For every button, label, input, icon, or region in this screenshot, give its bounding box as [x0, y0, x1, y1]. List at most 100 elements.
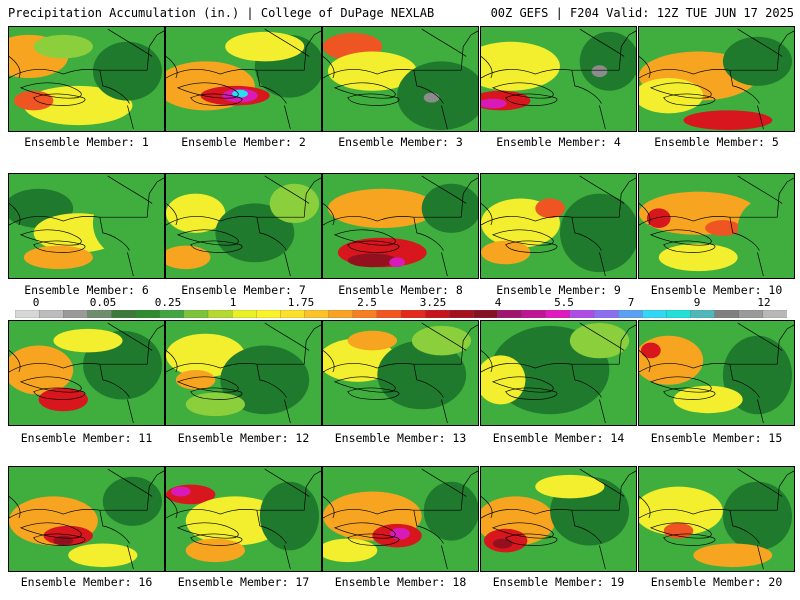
colorbar-swatch	[449, 310, 475, 318]
precip-area	[722, 36, 793, 86]
boundary-line	[284, 399, 291, 424]
boundary-line	[146, 30, 164, 71]
colorbar-swatch	[545, 310, 571, 318]
boundary-line	[618, 30, 636, 71]
boundary-line	[190, 387, 243, 400]
boundary-line	[460, 470, 478, 511]
colorbar-swatch	[38, 310, 64, 318]
boundary-line	[413, 70, 444, 104]
boundary-line	[127, 399, 134, 424]
ensemble-member-map	[8, 466, 165, 572]
colorbar-swatch	[473, 310, 499, 318]
precip-area	[185, 392, 245, 417]
boundary-line	[413, 217, 444, 251]
ensemble-member-caption: Ensemble Member: 1	[24, 135, 149, 149]
boundary-line	[776, 177, 794, 218]
precip-field	[639, 174, 794, 278]
precip-area	[639, 486, 723, 536]
colorbar-swatch	[352, 310, 378, 318]
precip-area	[215, 203, 295, 263]
boundary-line	[413, 364, 444, 398]
boundary-line	[481, 350, 493, 373]
boundary-line	[176, 82, 239, 99]
colorbar-tick-label: 1.75	[287, 296, 315, 309]
boundary-line	[166, 363, 305, 373]
precip-area	[559, 193, 636, 273]
boundary-line	[323, 350, 335, 373]
boundary-line	[323, 69, 462, 79]
ensemble-member-map	[322, 26, 479, 132]
boundary-line	[107, 28, 153, 57]
colorbar-tick-label: 0.25	[154, 296, 182, 309]
colorbar-swatch	[280, 310, 306, 318]
precip-area	[390, 527, 410, 540]
boundary-line	[481, 496, 493, 519]
ensemble-member-map	[480, 320, 637, 426]
ensemble-member-caption: Ensemble Member: 19	[492, 575, 625, 589]
ensemble-member-caption: Ensemble Member: 3	[338, 135, 463, 149]
ensemble-member-map	[165, 173, 322, 279]
boundary-line	[323, 496, 335, 519]
boundary-line	[166, 69, 305, 79]
precip-field	[166, 27, 321, 131]
boundary-line	[639, 363, 778, 373]
colorbar-swatch	[87, 310, 113, 318]
boundary-line	[33, 93, 86, 106]
boundary-line	[481, 69, 620, 79]
boundary-line	[333, 522, 396, 539]
precip-area	[170, 486, 191, 497]
boundary-line	[618, 470, 636, 511]
ensemble-member-caption: Ensemble Member: 14	[492, 431, 625, 445]
boundary-line	[99, 510, 130, 544]
precip-area	[23, 85, 133, 126]
boundary-line	[333, 82, 396, 99]
boundary-line	[757, 105, 764, 130]
precip-area	[33, 34, 93, 59]
colorbar-swatch	[569, 310, 595, 318]
boundary-line	[9, 350, 21, 373]
boundary-line	[579, 175, 625, 204]
boundary-line	[481, 509, 620, 519]
boundary-line	[323, 203, 335, 226]
colorbar-swatch	[328, 310, 354, 318]
boundary-line	[146, 324, 164, 365]
boundary-line	[460, 177, 478, 218]
boundary-line	[9, 203, 21, 226]
colorbar-swatch	[304, 310, 330, 318]
boundary-line	[737, 28, 783, 57]
precip-area	[673, 385, 743, 414]
colorbar-swatch	[207, 310, 233, 318]
boundary-line	[649, 522, 712, 539]
boundary-line	[441, 252, 448, 277]
boundary-line	[737, 322, 783, 351]
boundary-line	[347, 240, 400, 253]
precip-area	[377, 340, 467, 410]
boundary-line	[284, 252, 291, 277]
boundary-line	[166, 56, 178, 79]
precip-field	[323, 174, 478, 278]
boundary-line	[729, 217, 760, 251]
ensemble-member-map	[8, 26, 165, 132]
precip-area	[166, 245, 211, 270]
boundary-line	[729, 364, 760, 398]
ensemble-member-caption: Ensemble Member: 16	[20, 575, 153, 589]
colorbar-swatch	[256, 310, 282, 318]
boundary-line	[33, 240, 86, 253]
precip-area	[13, 90, 54, 111]
boundary-line	[505, 240, 558, 253]
ensemble-member-caption: Ensemble Member: 5	[654, 135, 779, 149]
boundary-line	[9, 69, 148, 79]
ensemble-member-caption: Ensemble Member: 9	[496, 283, 621, 297]
precip-area	[693, 543, 773, 568]
precip-area	[259, 481, 320, 551]
boundary-line	[303, 177, 321, 218]
precip-field	[166, 467, 321, 571]
ensemble-member-map	[8, 173, 165, 279]
precip-area	[68, 543, 138, 568]
colorbar-swatch	[424, 310, 450, 318]
colorbar-tick-label: 12	[757, 296, 771, 309]
boundary-line	[190, 93, 243, 106]
boundary-line	[99, 70, 130, 104]
ensemble-member-caption: Ensemble Member: 11	[20, 431, 153, 445]
boundary-line	[264, 468, 310, 497]
